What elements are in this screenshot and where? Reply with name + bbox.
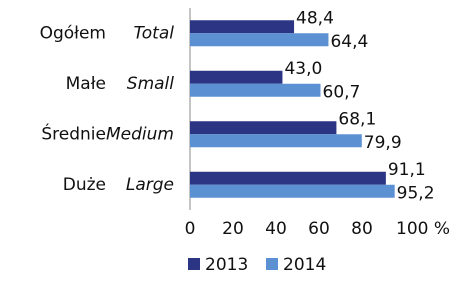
legend-swatch [188,258,200,270]
x-tick-label: 20 [222,219,244,239]
legend-label: 2014 [283,255,326,275]
bar [190,121,337,135]
value-label: 48,4 [296,8,334,28]
bar [190,33,329,47]
value-label: 60,7 [323,82,361,102]
category-label: Średnie [41,122,106,144]
bar [190,171,386,185]
bar [190,184,395,198]
value-label: 64,4 [330,32,368,52]
value-label: 95,2 [397,183,435,203]
category-label-en: Medium [106,124,174,144]
category-label: Małe [66,74,106,94]
category-label: Duże [63,175,106,195]
category-label: Ogółem [40,23,106,43]
value-label: 43,0 [284,59,322,79]
bar [190,20,295,34]
value-label: 79,9 [364,133,402,153]
x-tick-label: 40 [265,219,287,239]
x-tick-label: 60 [308,219,330,239]
x-tick-label: 0 [185,219,196,239]
value-label: 68,1 [338,109,376,129]
legend-swatch [266,258,278,270]
x-tick-label: 100 % [396,219,450,239]
category-label-en: Total [134,23,175,43]
legend-label: 2013 [205,255,248,275]
bar [190,83,321,97]
bar [190,134,362,148]
category-label-en: Large [126,175,174,195]
category-label-en: Small [127,74,174,94]
x-tick-label: 80 [351,219,373,239]
value-label: 91,1 [388,160,426,180]
bar [190,70,283,84]
